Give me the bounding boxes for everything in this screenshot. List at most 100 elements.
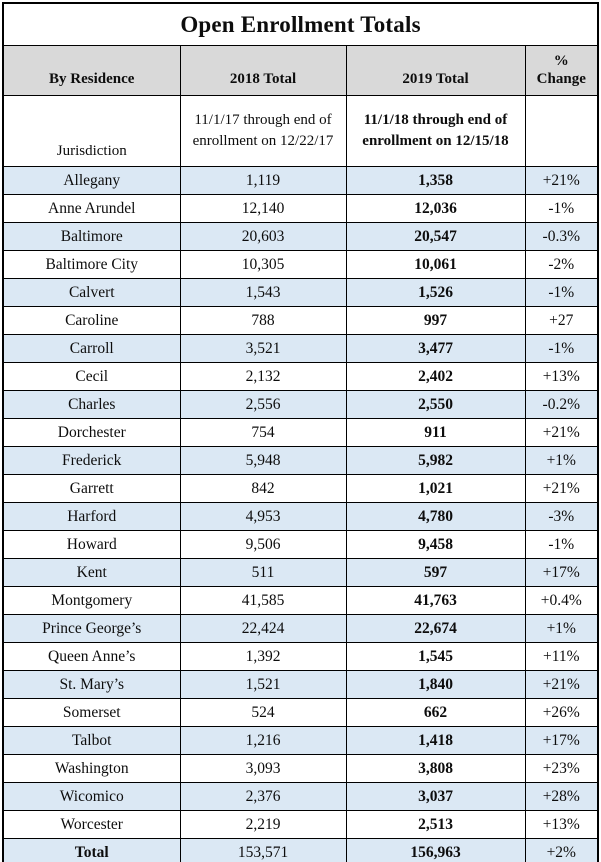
table-row: Harford 4,953 4,780 -3% — [2, 502, 599, 531]
total-2018-cell: 1,392 — [179, 642, 347, 671]
table-row: Worcester 2,219 2,513 +13% — [2, 810, 599, 839]
change-cell: +0.4% — [524, 586, 599, 615]
table-row: Baltimore City 10,305 10,061 -2% — [2, 250, 599, 279]
change-cell: +13% — [524, 810, 599, 839]
jurisdiction-cell: Cecil — [2, 362, 181, 391]
total-2018-cell: 842 — [179, 474, 347, 503]
jurisdiction-cell: Allegany — [2, 166, 181, 195]
table-row: Caroline 788 997 +27 — [2, 306, 599, 335]
jurisdiction-cell: Baltimore — [2, 222, 181, 251]
table-row: Calvert 1,543 1,526 -1% — [2, 278, 599, 307]
change-cell: -0.3% — [524, 222, 599, 251]
table-row: Washington 3,093 3,808 +23% — [2, 754, 599, 783]
total-2018-cell: 2,219 — [179, 810, 347, 839]
total-2019-cell: 597 — [345, 558, 526, 587]
total-2018-cell: 4,953 — [179, 502, 347, 531]
table-row: Frederick 5,948 5,982 +1% — [2, 446, 599, 475]
jurisdiction-cell: Prince George’s — [2, 614, 181, 643]
change-cell: +21% — [524, 166, 599, 195]
total-2019-cell: 156,963 — [345, 838, 526, 862]
total-2019-cell: 41,763 — [345, 586, 526, 615]
total-2018-cell: 2,556 — [179, 390, 347, 419]
table-row: Carroll 3,521 3,477 -1% — [2, 334, 599, 363]
total-2019-cell: 20,547 — [345, 222, 526, 251]
table-row: Allegany 1,119 1,358 +21% — [2, 166, 599, 195]
total-2018-cell: 788 — [179, 306, 347, 335]
table-row: Anne Arundel 12,140 12,036 -1% — [2, 194, 599, 223]
change-cell: +17% — [524, 726, 599, 755]
table-row: Cecil 2,132 2,402 +13% — [2, 362, 599, 391]
change-cell: +21% — [524, 670, 599, 699]
col-header-by-residence: By Residence — [2, 45, 181, 96]
table-row: Kent 511 597 +17% — [2, 558, 599, 587]
total-2019-cell: 5,982 — [345, 446, 526, 475]
change-cell: +13% — [524, 362, 599, 391]
change-cell: -1% — [524, 194, 599, 223]
total-2019-cell: 911 — [345, 418, 526, 447]
jurisdiction-cell: Wicomico — [2, 782, 181, 811]
change-cell: +1% — [524, 446, 599, 475]
page-title: Open Enrollment Totals — [2, 2, 599, 46]
total-2019-cell: 1,526 — [345, 278, 526, 307]
jurisdiction-cell: St. Mary’s — [2, 670, 181, 699]
total-2018-cell: 1,521 — [179, 670, 347, 699]
change-cell: +1% — [524, 614, 599, 643]
table-row: St. Mary’s 1,521 1,840 +21% — [2, 670, 599, 699]
total-2019-cell: 1,358 — [345, 166, 526, 195]
table-row: Montgomery 41,585 41,763 +0.4% — [2, 586, 599, 615]
col-header-percent-change: % Change — [524, 45, 599, 96]
table-row: Howard 9,506 9,458 -1% — [2, 530, 599, 559]
jurisdiction-cell: Worcester — [2, 810, 181, 839]
col-header-2018-total: 2018 Total — [179, 45, 347, 96]
total-2019-cell: 2,513 — [345, 810, 526, 839]
total-2018-cell: 1,216 — [179, 726, 347, 755]
total-2019-cell: 10,061 — [345, 250, 526, 279]
jurisdiction-cell: Montgomery — [2, 586, 181, 615]
change-cell: -0.2% — [524, 390, 599, 419]
total-2018-cell: 2,132 — [179, 362, 347, 391]
change-cell: -1% — [524, 530, 599, 559]
total-2018-cell: 12,140 — [179, 194, 347, 223]
table-row: Charles 2,556 2,550 -0.2% — [2, 390, 599, 419]
total-2019-cell: 1,545 — [345, 642, 526, 671]
total-2019-cell: 1,021 — [345, 474, 526, 503]
subheader-change-empty — [524, 95, 599, 167]
total-2019-cell: 3,037 — [345, 782, 526, 811]
percent-change-line1: % — [553, 52, 569, 69]
jurisdiction-cell: Carroll — [2, 334, 181, 363]
table-body: Allegany 1,119 1,358 +21% Anne Arundel 12,140… — [2, 166, 599, 862]
table-row: Prince George’s 22,424 22,674 +1% — [2, 614, 599, 643]
jurisdiction-cell: Charles — [2, 390, 181, 419]
total-2019-cell: 1,418 — [345, 726, 526, 755]
total-row: Total 153,571 156,963 +2% — [2, 838, 599, 862]
total-2018-cell: 511 — [179, 558, 347, 587]
jurisdiction-cell: Total — [2, 838, 181, 862]
total-2019-cell: 3,808 — [345, 754, 526, 783]
total-2018-cell: 20,603 — [179, 222, 347, 251]
total-2018-cell: 524 — [179, 698, 347, 727]
total-2018-cell: 3,521 — [179, 334, 347, 363]
total-2019-cell: 662 — [345, 698, 526, 727]
total-2018-cell: 9,506 — [179, 530, 347, 559]
change-cell: +2% — [524, 838, 599, 862]
percent-change-line2: Change — [536, 71, 586, 88]
change-cell: +17% — [524, 558, 599, 587]
table-row: Talbot 1,216 1,418 +17% — [2, 726, 599, 755]
total-2019-cell: 3,477 — [345, 334, 526, 363]
subheader-row: Jurisdiction 11/1/17 through end of enro… — [2, 95, 599, 167]
jurisdiction-cell: Kent — [2, 558, 181, 587]
total-2019-cell: 2,550 — [345, 390, 526, 419]
jurisdiction-cell: Queen Anne’s — [2, 642, 181, 671]
jurisdiction-cell: Caroline — [2, 306, 181, 335]
jurisdiction-cell: Frederick — [2, 446, 181, 475]
jurisdiction-cell: Somerset — [2, 698, 181, 727]
subheader-jurisdiction: Jurisdiction — [2, 95, 181, 167]
total-2019-cell: 997 — [345, 306, 526, 335]
total-2018-cell: 10,305 — [179, 250, 347, 279]
change-cell: -1% — [524, 334, 599, 363]
total-2018-cell: 2,376 — [179, 782, 347, 811]
change-cell: +21% — [524, 418, 599, 447]
change-cell: -1% — [524, 278, 599, 307]
total-2019-cell: 22,674 — [345, 614, 526, 643]
